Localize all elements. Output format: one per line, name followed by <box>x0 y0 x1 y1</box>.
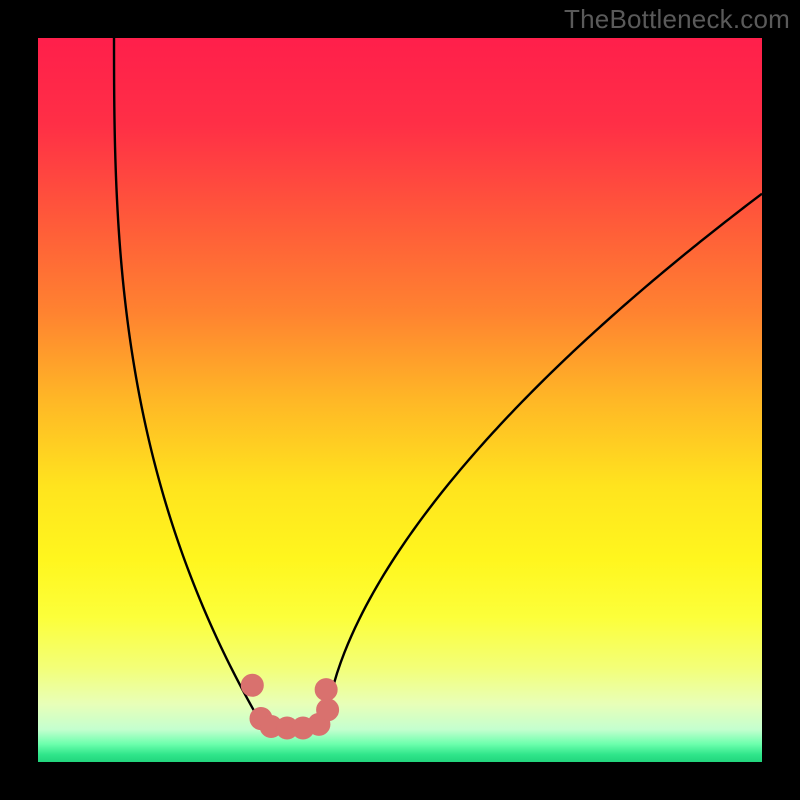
valley-marker <box>315 679 337 701</box>
watermark-text: TheBottleneck.com <box>564 4 790 35</box>
plot-background <box>38 38 762 762</box>
valley-marker <box>317 699 339 721</box>
valley-marker <box>241 674 263 696</box>
bottleneck-chart <box>0 0 800 800</box>
